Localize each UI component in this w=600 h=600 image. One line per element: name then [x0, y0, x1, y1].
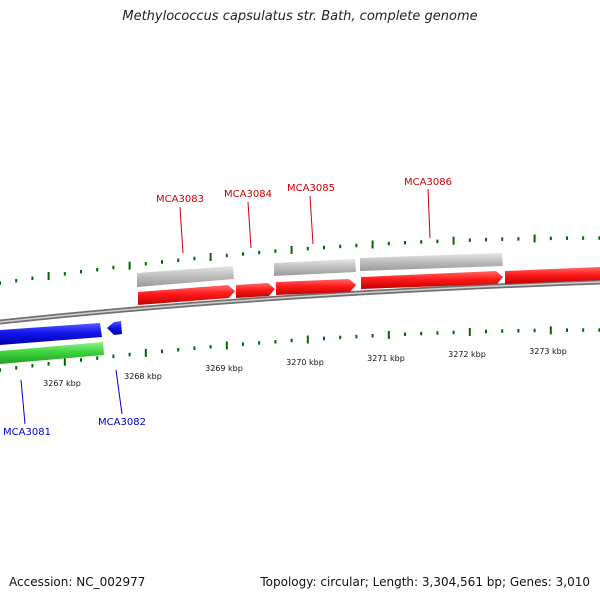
cds-arrow-next[interactable]	[505, 267, 600, 284]
gene-label-mca3083[interactable]: MCA3083	[156, 194, 204, 205]
gene-label-mca3081[interactable]: MCA3081	[3, 427, 51, 438]
backbone	[0, 279, 600, 325]
gene-feature-mca3083[interactable]	[137, 266, 234, 287]
scale-labels: 3267 kbp 3268 kbp 3269 kbp 3270 kbp 3271…	[43, 347, 567, 388]
reverse-features	[0, 321, 122, 364]
map-title: Methylococcus capsulatus str. Bath, comp…	[122, 9, 478, 24]
scale-label: 3267 kbp	[43, 379, 81, 388]
cds-arrow-mca3086[interactable]	[361, 271, 503, 289]
accession-text: Accession: NC_002977	[9, 575, 146, 589]
gene-feature-mca3086[interactable]	[360, 253, 503, 271]
cds-arrow-mca3084[interactable]	[236, 283, 275, 298]
scale-label: 3273 kbp	[529, 347, 567, 356]
gene-label-mca3082[interactable]: MCA3082	[98, 417, 146, 428]
gene-label-mca3086[interactable]: MCA3086	[404, 177, 452, 188]
gene-label-mca3085[interactable]: MCA3085	[287, 183, 335, 194]
gene-label-mca3084[interactable]: MCA3084	[224, 189, 272, 200]
label-leaders	[20, 188, 431, 425]
cds-arrow-mca3083[interactable]	[138, 285, 235, 305]
gene-feature-mca3085[interactable]	[274, 259, 356, 276]
forward-cds-features	[138, 267, 600, 305]
scale-label: 3272 kbp	[448, 350, 486, 359]
gene-labels: MCA3083 MCA3084 MCA3085 MCA3086 MCA3081 …	[3, 177, 452, 438]
cds-arrow-mca3081[interactable]	[0, 323, 102, 345]
forward-gene-features	[137, 253, 503, 287]
cds-arrow-mca3085[interactable]	[276, 279, 356, 295]
scale-ticks-top	[0, 234, 600, 285]
genome-summary-text: Topology: circular; Length: 3,304,561 bp…	[260, 575, 590, 589]
cds-arrow-mca3082[interactable]	[107, 321, 122, 335]
scale-ticks-bottom	[0, 326, 600, 372]
scale-label: 3271 kbp	[367, 354, 405, 363]
gene-feature-mca3081[interactable]	[0, 342, 104, 364]
scale-label: 3270 kbp	[286, 358, 324, 367]
scale-label: 3268 kbp	[124, 372, 162, 381]
scale-label: 3269 kbp	[205, 364, 243, 373]
